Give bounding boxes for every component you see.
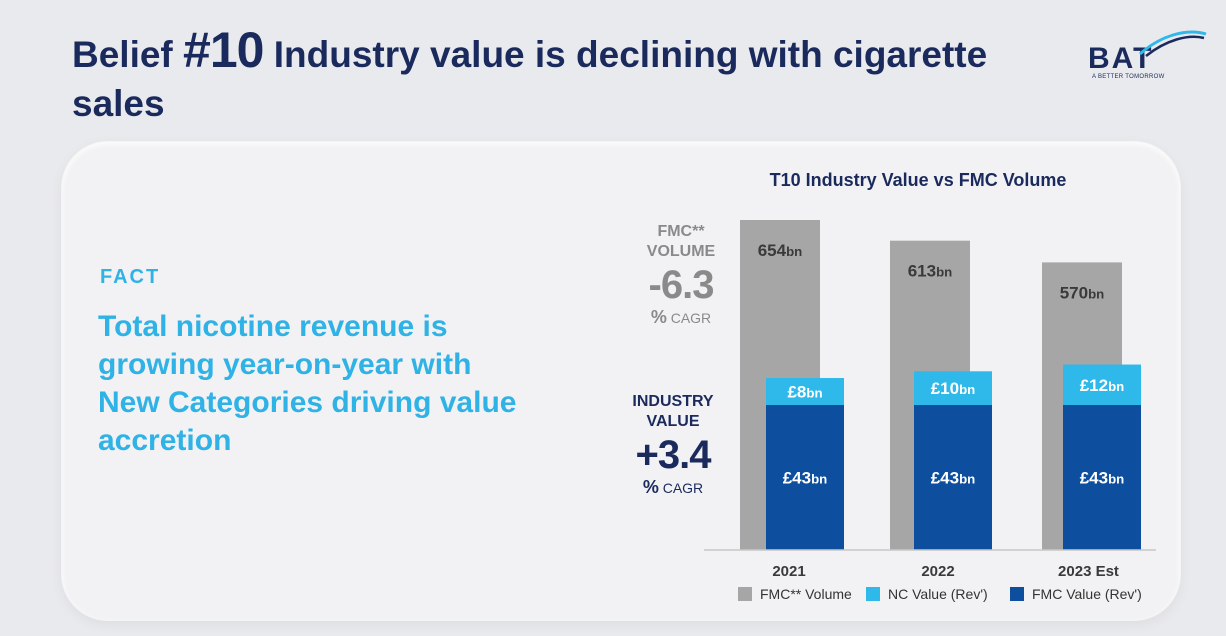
- label-nc-value-0: £8bn: [787, 383, 822, 402]
- logo-text: BAT: [1088, 42, 1154, 75]
- x-tick-label-1: 2022: [921, 563, 954, 580]
- title-rest: Industry value is declining with cigaret…: [72, 34, 988, 124]
- legend-label-nc-value: NC Value (Rev'): [888, 586, 988, 602]
- label-fmc-value-1: £43bn: [931, 469, 976, 488]
- industry-cagr-unit: % CAGR: [613, 478, 733, 497]
- fmc-cagr-line2: VOLUME: [646, 243, 716, 260]
- label-nc-value-1: £10bn: [931, 379, 976, 398]
- legend-label-fmc-value: FMC Value (Rev'): [1032, 586, 1142, 602]
- label-fmc-value-2: £43bn: [1080, 469, 1125, 488]
- legend-swatch-fmc-value: [1010, 587, 1024, 601]
- industry-cagr-unit-symbol: %: [642, 477, 659, 497]
- label-nc-value-2: £12bn: [1080, 376, 1125, 395]
- x-tick-label-0: 2021: [772, 563, 805, 580]
- content-panel: [62, 142, 1180, 620]
- industry-cagr-value: +3.4: [635, 433, 712, 477]
- bar-fmc-value-1: [914, 405, 992, 550]
- fmc-cagr-line1: FMC**: [657, 223, 705, 240]
- bar-chart: 654bn £43bn £8bn 2021 613bn £43bn £10bn 2022 570…: [704, 220, 1156, 580]
- industry-cagr-unit-text: CAGR: [662, 480, 704, 496]
- legend-item-fmc-value: FMC Value (Rev'): [1010, 586, 1142, 602]
- fmc-cagr-unit: % CAGR: [621, 308, 741, 327]
- legend-swatch-nc-value: [866, 587, 880, 601]
- fmc-cagr-unit-symbol: %: [650, 307, 667, 327]
- bat-logo: BAT A BETTER TOMORROW: [1088, 30, 1208, 86]
- title-prefix: Belief: [72, 34, 184, 75]
- logo-swoosh-icon: [1138, 30, 1207, 57]
- fmc-volume-cagr: FMC** VOLUME -6.3 % CAGR: [621, 222, 741, 327]
- page-title: Belief #10 Industry value is declining w…: [72, 25, 1072, 128]
- label-fmc-value-0: £43bn: [783, 469, 828, 488]
- legend-swatch-fmc-volume: [738, 587, 752, 601]
- legend-item-nc-value: NC Value (Rev'): [866, 586, 988, 602]
- bar-fmc-value-0: [766, 405, 844, 550]
- industry-cagr-line2: VALUE: [646, 413, 700, 430]
- label-fmc-volume-2: 570bn: [1060, 283, 1105, 302]
- fmc-cagr-unit-text: CAGR: [670, 310, 712, 326]
- label-fmc-volume-0: 654bn: [758, 241, 803, 260]
- fact-text: Total nicotine revenue is growing year-o…: [98, 310, 517, 457]
- bar-fmc-value-2: [1063, 405, 1141, 550]
- logo-tagline: A BETTER TOMORROW: [1092, 74, 1165, 80]
- bar-nc-value-2: [1063, 364, 1141, 405]
- industry-cagr-line1: INDUSTRY: [632, 393, 714, 410]
- x-tick-label-2: 2023 Est: [1058, 563, 1119, 580]
- fmc-cagr-value: -6.3: [648, 263, 715, 307]
- label-fmc-volume-1: 613bn: [908, 262, 953, 281]
- chart-title: T10 Industry Value vs FMC Volume: [769, 170, 1067, 190]
- bar-nc-value-0: [766, 378, 844, 405]
- bar-nc-value-1: [914, 371, 992, 405]
- title-number: #10: [183, 22, 264, 78]
- legend-item-fmc-volume: FMC** Volume: [738, 586, 852, 602]
- industry-value-cagr: INDUSTRY VALUE +3.4 % CAGR: [613, 392, 733, 497]
- legend-label-fmc-volume: FMC** Volume: [760, 586, 852, 602]
- fact-label: FACT: [100, 266, 161, 288]
